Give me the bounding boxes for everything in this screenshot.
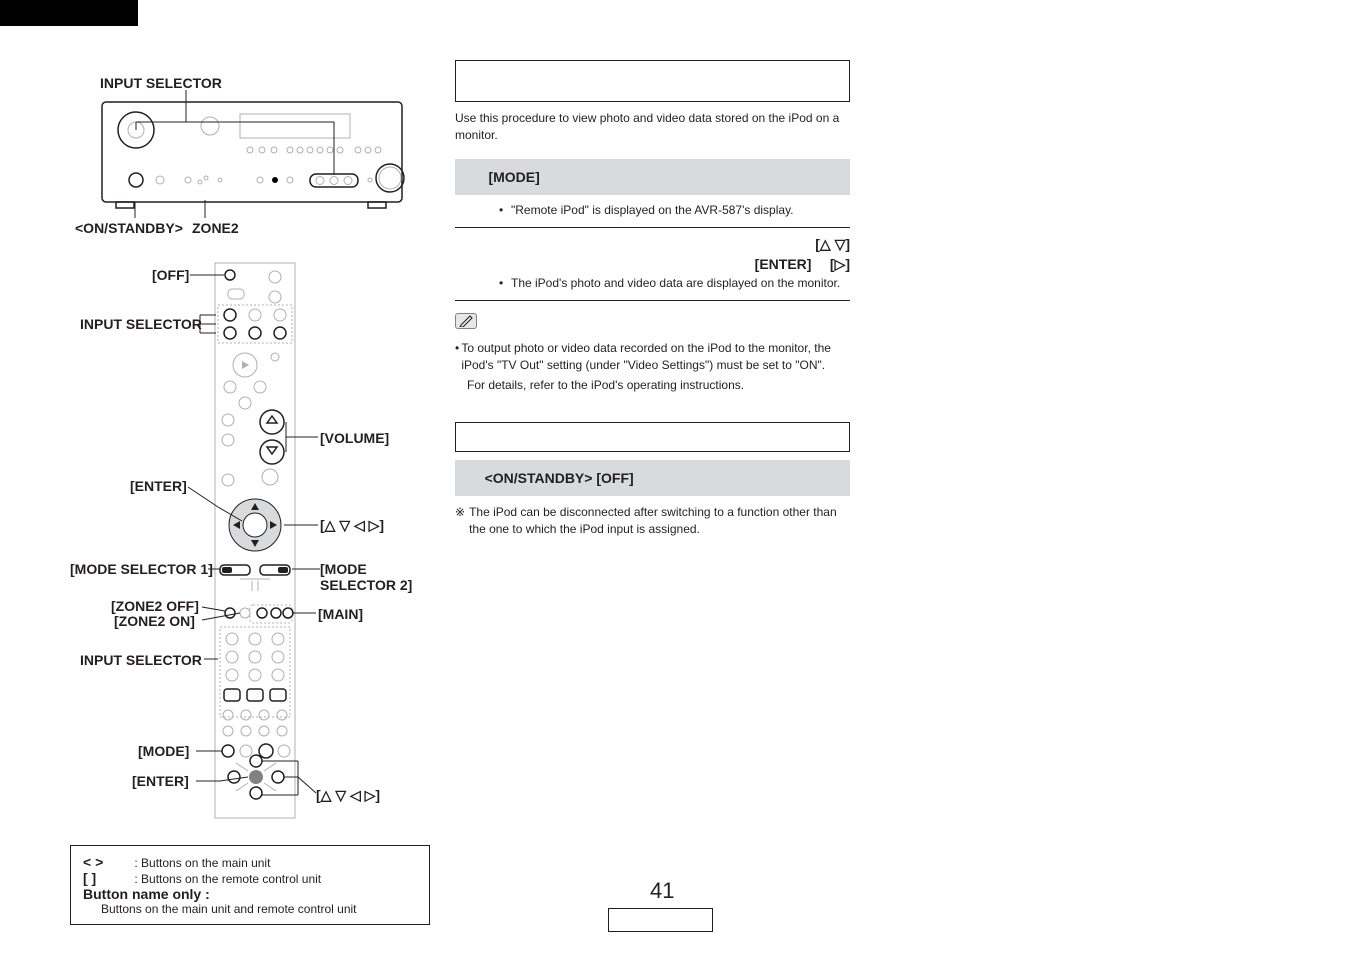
label-mode: [MODE] [138,743,189,759]
photo-bullet: The iPod's photo and video data are disp… [511,276,840,290]
label-arrows-mid: [△ ▽ ◁ ▷] [320,517,384,534]
label-volume: [VOLUME] [320,430,389,446]
onstandby-box: 1 <ON/STANDBY> [OFF] [455,460,850,496]
label-enter-mid: [ENTER] [130,478,187,494]
label-input-selector-bot: INPUT SELECTOR [80,652,202,668]
mode-step-text: • "Remote iPod" is displayed on the AVR-… [499,203,885,217]
label-main: [MAIN] [318,606,363,622]
enter-bold: [ENTER] [755,256,812,272]
photo-step-text: • The iPod's photo and video data are di… [499,276,885,290]
right-column: Use this procedure to view photo and vid… [455,60,885,541]
intro-text: Use this procedure to view photo and vid… [455,110,850,145]
label-enter-bot: [ENTER] [132,773,189,789]
label-input-selector-mid: INPUT SELECTOR [80,316,202,332]
label-off: [OFF] [152,267,189,283]
right-arrow: [▷] [830,256,850,272]
label-mode-sel-2: [MODE SELECTOR 2] [320,561,430,593]
legend-name-only-desc: Buttons on the main unit and remote cont… [101,902,417,916]
label-on-standby: <ON/STANDBY> [75,220,183,236]
label-mode-sel-1: [MODE SELECTOR 1] [70,561,213,577]
divider-1 [455,227,850,228]
label-input-selector-top: INPUT SELECTOR [100,75,222,91]
receiver-diagram [100,100,410,220]
divider-2 [455,300,850,301]
label-zone2: ZONE2 [192,220,239,236]
header-black-bar [0,0,138,26]
page-number: 41 [650,878,674,904]
label-arrows-bot: [△ ▽ ◁ ▷] [316,787,380,804]
mode-heading-box: 1 [MODE] [455,159,850,195]
disconnect-note: The iPod can be disconnected after switc… [469,504,850,539]
legend-angle: < > [83,854,131,870]
section-box-2 [455,422,850,452]
legend-name-only: Button name only : [83,886,417,902]
bottom-tab [608,908,713,932]
section-title-box [455,60,850,102]
note-line2: For details, refer to the iPod's operati… [467,377,850,394]
note-line1: To output photo or video data recorded o… [461,340,850,375]
legend-box: < > : Buttons on the main unit [ ] : But… [70,845,430,925]
arrows-updown: [△ ▽] [815,236,850,252]
legend-angle-desc: : Buttons on the main unit [134,856,270,870]
label-zone2-on: [ZONE2 ON] [114,613,195,629]
pencil-note-icon [455,313,477,329]
label-zone2-off: [ZONE2 OFF] [111,598,199,614]
mode-heading: [MODE] [488,169,539,185]
mode-bullet: "Remote iPod" is displayed on the AVR-58… [511,203,794,217]
legend-bracket: [ ] [83,870,131,886]
onstandby-off: <ON/STANDBY> [OFF] [485,470,634,486]
remote-diagram [70,255,430,835]
legend-bracket-desc: : Buttons on the remote control unit [134,872,321,886]
